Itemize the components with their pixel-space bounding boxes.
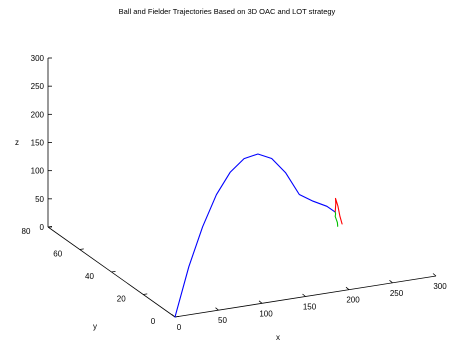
x-tick-label: 150 (303, 303, 317, 312)
y-axis-label: y (93, 322, 97, 331)
x-axis-label: x (276, 333, 280, 342)
x-tick-mark (171, 314, 176, 318)
z-tick-label: 250 (31, 82, 45, 91)
series-line-2 (334, 197, 343, 225)
x-tick-label: 200 (346, 296, 360, 305)
y-tick-mark (47, 226, 53, 228)
chart-title: Ball and Fielder Trajectories Based on 3… (119, 7, 336, 16)
z-tick-label: 100 (31, 167, 45, 176)
z-tick-label: 50 (35, 195, 44, 204)
x-tick-mark (302, 293, 306, 297)
y-tick-mark (143, 293, 148, 295)
y-tick-label: 40 (85, 272, 94, 281)
x-tick-mark (345, 286, 350, 290)
z-tick-label: 300 (31, 54, 45, 63)
x-tick-label: 50 (218, 316, 227, 325)
x-tick-label: 250 (390, 289, 404, 298)
x-tick-label: 0 (177, 323, 182, 332)
series-line-1 (174, 153, 336, 318)
z-axis-label: z (15, 138, 19, 147)
x-tick-label: 100 (259, 309, 273, 318)
y-tick-label: 20 (117, 295, 126, 304)
x-tick-mark (432, 273, 437, 277)
x-tick-mark (215, 307, 219, 311)
axis-ticks: 0 50 100 150 200 250 300 0 20 40 60 80 0 50 100 150 200 2… (22, 54, 448, 332)
x-tick-mark (389, 280, 393, 284)
z-tick-label: 200 (31, 110, 45, 119)
y-tick-label: 80 (22, 227, 31, 236)
y-tick-mark (111, 271, 116, 273)
z-tick-label: 0 (40, 223, 45, 232)
y-tick-mark (79, 248, 84, 250)
y-tick-label: 0 (151, 317, 156, 326)
y-tick-mark (174, 316, 180, 318)
y-tick-label: 60 (53, 250, 62, 259)
series-line-3 (334, 211, 339, 227)
x-tick-label: 300 (433, 282, 447, 291)
z-tick-label: 150 (31, 139, 45, 148)
data-series (174, 153, 343, 318)
x-tick-mark (258, 300, 263, 304)
